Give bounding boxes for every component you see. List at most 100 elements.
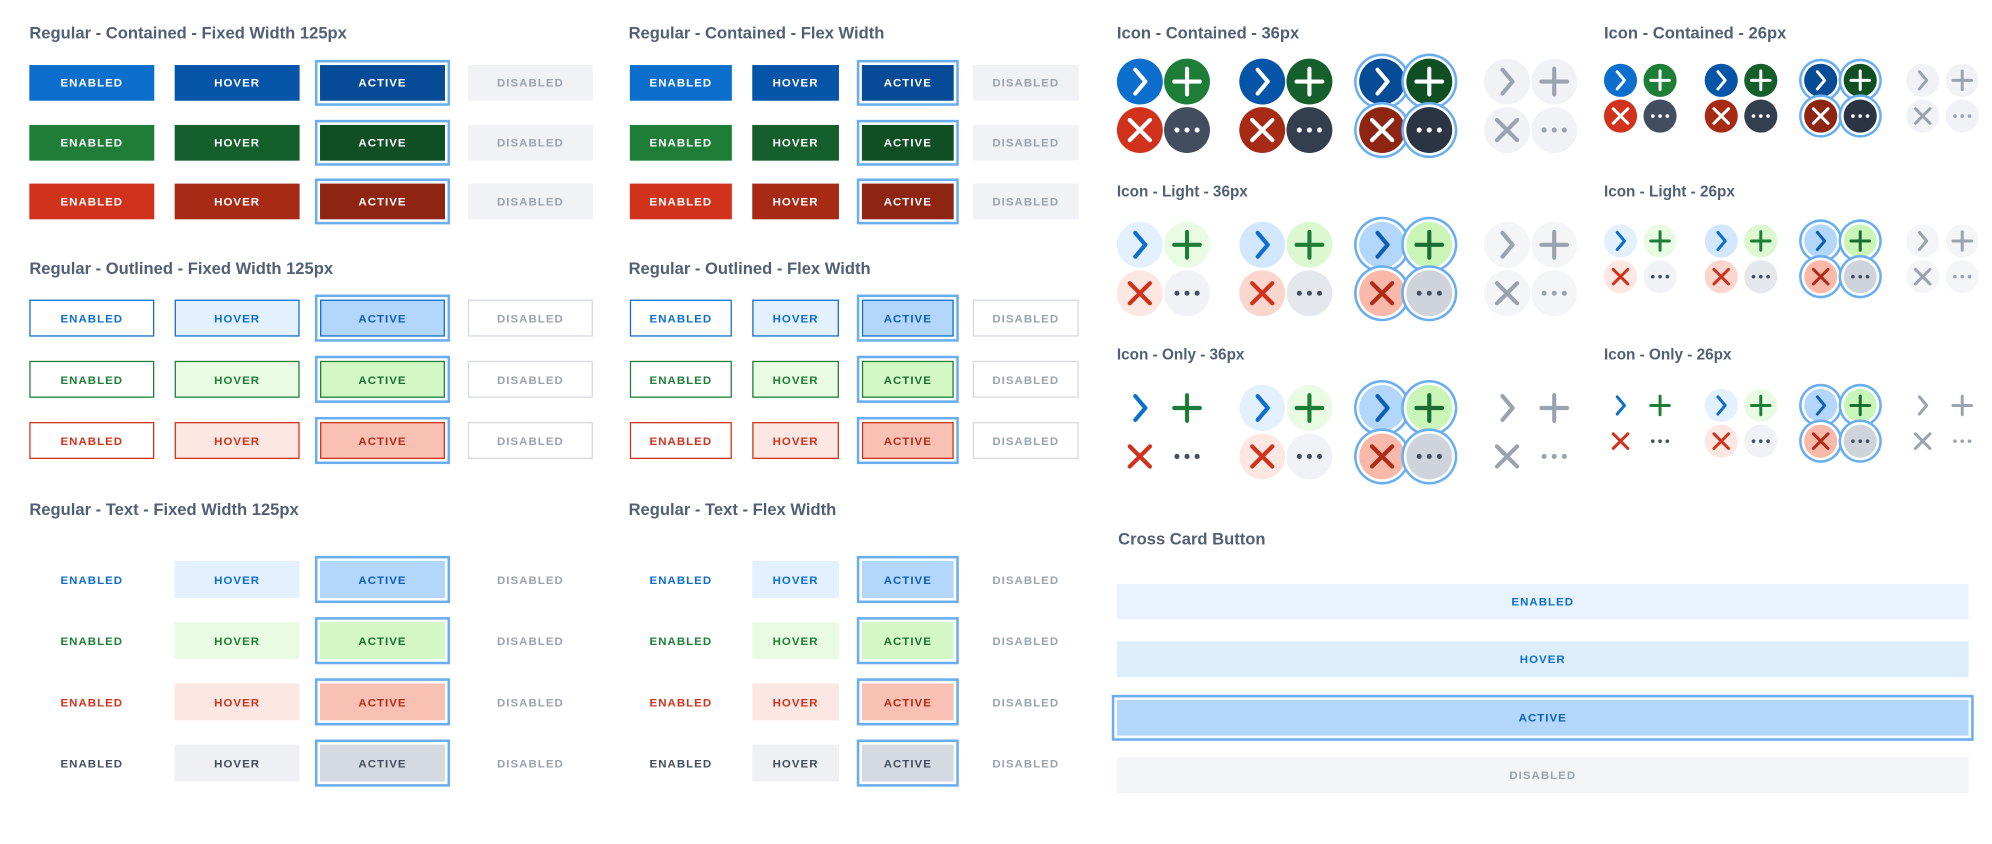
icon-only-26-enabled-close-button[interactable] xyxy=(1604,425,1637,458)
icon-light-26-enabled-more-horizontal-button[interactable] xyxy=(1643,260,1677,294)
icon-contained-36-enabled-chevron-right-button[interactable] xyxy=(1116,58,1163,105)
text-red-hover-button[interactable]: HOVER xyxy=(752,683,839,721)
icon-only-26-hover-chevron-right-button[interactable] xyxy=(1704,388,1738,423)
icon-only-26-active-more-horizontal-button[interactable] xyxy=(1843,424,1877,458)
icon-only-36-active-close-button[interactable] xyxy=(1359,433,1406,480)
icon-light-36-active-plus-button[interactable] xyxy=(1406,221,1453,268)
icon-light-26-enabled-chevron-right-button[interactable] xyxy=(1603,224,1638,258)
icon-only-36-enabled-close-button[interactable] xyxy=(1117,434,1163,480)
text-neutral-hover-button[interactable]: HOVER xyxy=(174,744,300,782)
contained-green-enabled-button[interactable]: ENABLED xyxy=(629,124,732,161)
contained-red-hover-button[interactable]: HOVER xyxy=(174,183,300,220)
icon-light-36-enabled-close-button[interactable] xyxy=(1116,270,1163,317)
contained-blue-hover-button[interactable]: HOVER xyxy=(174,65,300,101)
icon-only-36-hover-chevron-right-button[interactable] xyxy=(1239,385,1286,431)
icon-contained-36-hover-close-button[interactable] xyxy=(1239,107,1286,153)
icon-only-26-hover-plus-button[interactable] xyxy=(1744,388,1778,423)
icon-contained-26-enabled-close-button[interactable] xyxy=(1603,99,1638,133)
text-neutral-hover-button[interactable]: HOVER xyxy=(752,744,839,782)
icon-only-26-hover-more-horizontal-button[interactable] xyxy=(1744,424,1778,458)
text-red-hover-button[interactable]: HOVER xyxy=(174,683,300,721)
outlined-blue-enabled-button[interactable]: ENABLED xyxy=(629,299,732,337)
text-green-enabled-button[interactable]: ENABLED xyxy=(29,622,154,659)
icon-contained-36-enabled-close-button[interactable] xyxy=(1116,107,1163,153)
contained-green-active-button[interactable]: ACTIVE xyxy=(861,124,954,161)
icon-light-36-active-chevron-right-button[interactable] xyxy=(1359,221,1406,268)
contained-red-active-button[interactable]: ACTIVE xyxy=(861,183,954,220)
outlined-red-hover-button[interactable]: HOVER xyxy=(752,422,839,459)
outlined-blue-active-button[interactable]: ACTIVE xyxy=(861,299,954,337)
outlined-blue-hover-button[interactable]: HOVER xyxy=(752,299,839,337)
icon-light-26-active-plus-button[interactable] xyxy=(1843,224,1877,258)
outlined-blue-enabled-button[interactable]: ENABLED xyxy=(29,299,155,337)
icon-light-26-hover-plus-button[interactable] xyxy=(1744,224,1778,258)
contained-green-enabled-button[interactable]: ENABLED xyxy=(29,124,155,161)
icon-light-36-active-close-button[interactable] xyxy=(1359,270,1406,317)
icon-contained-26-active-chevron-right-button[interactable] xyxy=(1804,63,1838,97)
icon-contained-26-enabled-more-horizontal-button[interactable] xyxy=(1643,99,1677,133)
icon-light-36-hover-chevron-right-button[interactable] xyxy=(1239,221,1286,268)
contained-blue-active-button[interactable]: ACTIVE xyxy=(320,65,445,101)
outlined-red-hover-button[interactable]: HOVER xyxy=(174,422,300,459)
icon-only-36-hover-more-horizontal-button[interactable] xyxy=(1286,433,1333,480)
contained-red-hover-button[interactable]: HOVER xyxy=(752,183,839,220)
contained-green-hover-button[interactable]: HOVER xyxy=(752,124,839,161)
cross-card-enabled-button[interactable]: ENABLED xyxy=(1116,583,1969,620)
icon-only-26-active-chevron-right-button[interactable] xyxy=(1804,388,1838,423)
outlined-blue-active-button[interactable]: ACTIVE xyxy=(320,299,445,337)
outlined-green-enabled-button[interactable]: ENABLED xyxy=(629,360,732,398)
icon-contained-36-active-more-horizontal-button[interactable] xyxy=(1406,107,1453,153)
icon-only-36-active-chevron-right-button[interactable] xyxy=(1359,385,1406,431)
icon-only-36-enabled-more-horizontal-button[interactable] xyxy=(1164,434,1210,480)
icon-light-36-enabled-plus-button[interactable] xyxy=(1164,221,1210,268)
text-green-hover-button[interactable]: HOVER xyxy=(174,622,300,660)
text-red-enabled-button[interactable]: ENABLED xyxy=(630,683,732,720)
icon-light-36-hover-more-horizontal-button[interactable] xyxy=(1286,270,1333,317)
outlined-blue-hover-button[interactable]: HOVER xyxy=(174,299,300,337)
icon-only-26-enabled-chevron-right-button[interactable] xyxy=(1604,389,1637,422)
icon-light-26-hover-close-button[interactable] xyxy=(1704,260,1738,294)
contained-green-active-button[interactable]: ACTIVE xyxy=(320,124,445,161)
outlined-red-active-button[interactable]: ACTIVE xyxy=(861,422,954,459)
text-green-active-button[interactable]: ACTIVE xyxy=(320,622,445,660)
icon-only-26-active-close-button[interactable] xyxy=(1804,424,1838,458)
icon-light-36-hover-close-button[interactable] xyxy=(1239,270,1286,317)
outlined-green-active-button[interactable]: ACTIVE xyxy=(861,360,954,398)
icon-contained-26-active-plus-button[interactable] xyxy=(1843,63,1877,97)
icon-only-36-hover-plus-button[interactable] xyxy=(1286,385,1333,431)
contained-red-enabled-button[interactable]: ENABLED xyxy=(29,183,155,220)
icon-light-26-hover-chevron-right-button[interactable] xyxy=(1704,224,1738,258)
icon-only-36-enabled-plus-button[interactable] xyxy=(1164,385,1210,431)
text-red-active-button[interactable]: ACTIVE xyxy=(320,683,445,721)
icon-contained-36-hover-chevron-right-button[interactable] xyxy=(1239,58,1286,105)
icon-contained-26-enabled-chevron-right-button[interactable] xyxy=(1603,63,1638,97)
text-green-enabled-button[interactable]: ENABLED xyxy=(630,622,732,659)
cross-card-active-button[interactable]: ACTIVE xyxy=(1116,699,1969,736)
icon-light-26-active-close-button[interactable] xyxy=(1804,260,1838,294)
contained-red-enabled-button[interactable]: ENABLED xyxy=(629,183,732,220)
icon-contained-26-hover-close-button[interactable] xyxy=(1704,99,1738,133)
outlined-green-enabled-button[interactable]: ENABLED xyxy=(29,360,155,398)
text-blue-hover-button[interactable]: HOVER xyxy=(174,561,300,598)
outlined-green-hover-button[interactable]: HOVER xyxy=(752,360,839,398)
contained-blue-enabled-button[interactable]: ENABLED xyxy=(29,65,155,101)
icon-contained-26-enabled-plus-button[interactable] xyxy=(1643,63,1677,97)
text-neutral-enabled-button[interactable]: ENABLED xyxy=(630,745,732,782)
text-blue-hover-button[interactable]: HOVER xyxy=(752,561,839,598)
contained-green-hover-button[interactable]: HOVER xyxy=(174,124,300,161)
text-green-active-button[interactable]: ACTIVE xyxy=(861,622,954,660)
icon-contained-26-hover-more-horizontal-button[interactable] xyxy=(1744,99,1778,133)
icon-contained-36-enabled-more-horizontal-button[interactable] xyxy=(1164,107,1210,153)
icon-contained-36-hover-more-horizontal-button[interactable] xyxy=(1286,107,1333,153)
icon-light-26-enabled-plus-button[interactable] xyxy=(1643,224,1677,258)
text-blue-enabled-button[interactable]: ENABLED xyxy=(29,561,154,598)
text-neutral-active-button[interactable]: ACTIVE xyxy=(320,744,445,782)
icon-only-26-enabled-more-horizontal-button[interactable] xyxy=(1643,425,1676,458)
outlined-red-active-button[interactable]: ACTIVE xyxy=(320,422,445,459)
icon-light-36-hover-plus-button[interactable] xyxy=(1286,221,1333,268)
text-blue-enabled-button[interactable]: ENABLED xyxy=(630,561,732,598)
contained-blue-hover-button[interactable]: HOVER xyxy=(752,65,839,101)
icon-light-36-enabled-more-horizontal-button[interactable] xyxy=(1164,270,1210,317)
icon-contained-26-active-close-button[interactable] xyxy=(1804,99,1838,133)
icon-only-36-enabled-chevron-right-button[interactable] xyxy=(1117,385,1163,431)
